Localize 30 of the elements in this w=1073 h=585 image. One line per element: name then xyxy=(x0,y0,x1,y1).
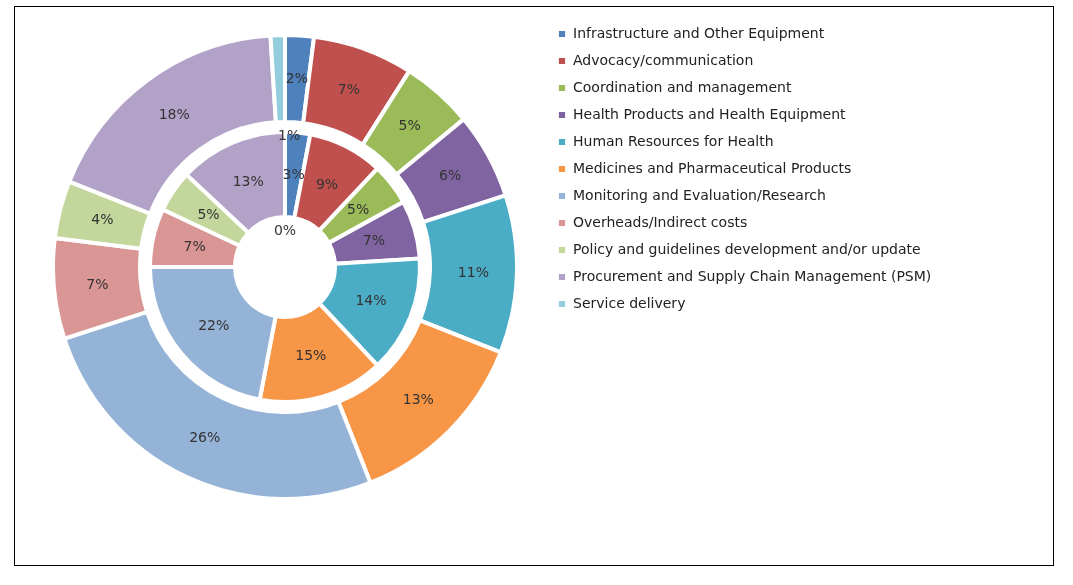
data-label: 15% xyxy=(295,346,327,363)
data-label: 11% xyxy=(457,263,489,280)
data-label: 9% xyxy=(315,175,339,192)
legend-label: Human Resources for Health xyxy=(573,133,774,149)
legend-label: Procurement and Supply Chain Management (PSM) xyxy=(573,268,932,284)
data-label: 4% xyxy=(91,211,114,228)
data-label: 14% xyxy=(355,292,387,309)
legend-label: Overheads/Indirect costs xyxy=(573,214,748,230)
data-label: 6% xyxy=(439,167,462,184)
data-label: 5% xyxy=(197,206,220,223)
legend-label: Monitoring and Evaluation/Research xyxy=(573,187,826,203)
legend-label: Advocacy/communication xyxy=(573,52,754,68)
legend-label: Coordination and management xyxy=(573,79,792,95)
data-label: 13% xyxy=(232,173,264,190)
data-label: 7% xyxy=(86,275,109,292)
legend-label: Medicines and Pharmaceutical Products xyxy=(573,160,852,176)
legend-label: Health Products and Health Equipment xyxy=(573,106,847,122)
data-label: 26% xyxy=(189,428,221,445)
data-label: 18% xyxy=(158,105,190,122)
data-label: 7% xyxy=(337,80,360,97)
data-label: 7% xyxy=(362,232,385,249)
legend-label: Policy and guidelines development and/or update xyxy=(573,241,921,257)
data-label: 5% xyxy=(398,116,421,133)
legend-label: Infrastructure and Other Equipment xyxy=(573,25,825,41)
legend-label: Service delivery xyxy=(573,295,686,311)
text: 0% xyxy=(273,222,297,238)
data-label: 22% xyxy=(198,316,230,333)
data-label: 7% xyxy=(183,237,206,254)
data-label: 13% xyxy=(402,391,434,408)
data-label: 5% xyxy=(346,201,370,218)
